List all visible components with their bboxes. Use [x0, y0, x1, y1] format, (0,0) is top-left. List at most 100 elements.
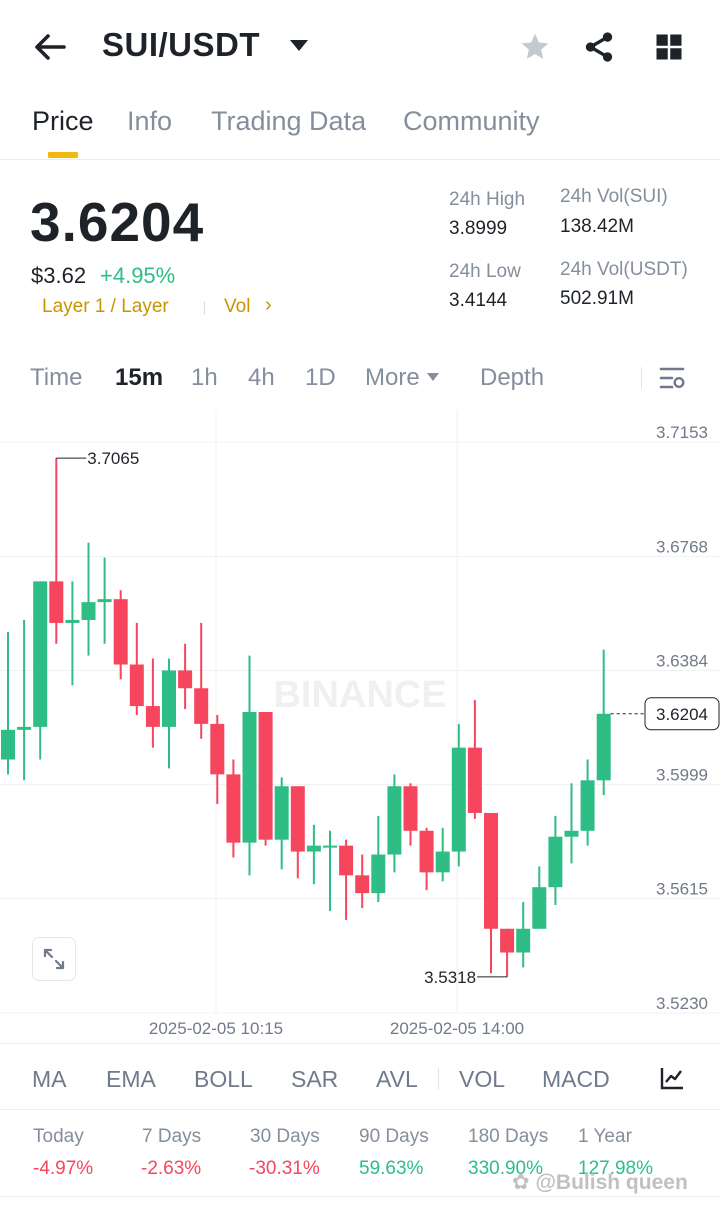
tab-trading-data[interactable]: Trading Data	[211, 106, 367, 136]
low-label: 24h Low	[449, 261, 521, 282]
tabs-divider	[0, 159, 720, 160]
usd-price: $3.62	[31, 263, 87, 288]
tab-community[interactable]: Community	[403, 106, 540, 136]
indicator-chart-icon	[660, 1068, 683, 1090]
perf-value-30d: -30.31%	[249, 1158, 320, 1179]
candle-up	[323, 845, 337, 848]
indicator-sar[interactable]: SAR	[291, 1066, 339, 1092]
x-tick-label: 2025-02-05 10:15	[149, 1019, 283, 1038]
candle-up	[435, 851, 450, 873]
arrow-left-icon	[35, 34, 66, 60]
chart-settings-button[interactable]	[656, 363, 688, 393]
perf-label-180d: 180 Days	[468, 1126, 549, 1147]
candle-up	[580, 780, 595, 831]
tag-separator	[204, 301, 205, 315]
y-tick-label: 3.7153	[656, 423, 708, 442]
expand-icon	[43, 948, 65, 970]
candle-down	[467, 747, 482, 813]
share-button[interactable]	[580, 28, 618, 66]
back-button[interactable]	[30, 28, 70, 66]
sector-tag[interactable]: Layer 1 / Layer	[42, 296, 169, 317]
candle-down	[129, 664, 144, 707]
perf-value-180d: 330.90%	[468, 1158, 544, 1179]
watermark-logo-icon: ✿	[512, 1171, 530, 1194]
perf-value-90d: 59.63%	[359, 1158, 424, 1179]
candle-up	[306, 845, 321, 852]
tf-separator	[641, 367, 642, 389]
candle-down	[178, 670, 193, 689]
indicator-ema[interactable]: EMA	[106, 1066, 156, 1092]
candle-down	[290, 786, 305, 852]
indicator-settings-button[interactable]	[656, 1062, 688, 1094]
candle-down	[145, 706, 160, 727]
candle-down	[403, 786, 418, 831]
last-price-label: 3.6204	[656, 705, 708, 724]
expand-chart-button[interactable]	[32, 937, 76, 981]
indicator-ma[interactable]: MA	[32, 1066, 67, 1092]
pair-dropdown-caret[interactable]	[290, 40, 308, 51]
favorite-button[interactable]	[516, 28, 554, 66]
grid-menu-button[interactable]	[650, 28, 688, 66]
watermark-credit: ✿ @Bulish queen	[512, 1171, 688, 1194]
tab-info[interactable]: Info	[127, 106, 173, 136]
candle-down	[258, 712, 273, 840]
high-value: 3.8999	[449, 218, 508, 239]
chart-bottom-divider	[0, 1043, 720, 1044]
low-marker-label: 3.5318	[424, 968, 476, 987]
perf-label-30d: 30 Days	[250, 1126, 320, 1147]
caret-down-icon	[427, 373, 439, 381]
y-tick-label: 3.5615	[656, 880, 708, 899]
candle-up	[274, 786, 289, 840]
chart-settings-icon	[659, 367, 685, 389]
candle-up	[97, 599, 112, 603]
indicator-vol[interactable]: VOL	[459, 1066, 506, 1092]
vol-base-label: 24h Vol(SUI)	[560, 186, 668, 207]
pair-title[interactable]: SUI/USDT	[102, 26, 261, 63]
vol-link[interactable]: Vol	[224, 296, 251, 317]
candle-down	[355, 875, 370, 894]
indicators-divider	[0, 1109, 720, 1110]
perf-value-1y: 127.98%	[578, 1158, 654, 1179]
indicator-separator	[438, 1068, 439, 1090]
perf-label-1y: 1 Year	[578, 1126, 632, 1147]
indicator-avl[interactable]: AVL	[376, 1066, 418, 1092]
candles-group	[1, 458, 611, 977]
y-tick-label: 3.5230	[656, 994, 708, 1013]
tf-time[interactable]: Time	[30, 364, 83, 391]
candle-up	[65, 619, 80, 623]
candle-up	[371, 854, 386, 894]
price-axis: 3.7153 3.6768 3.6384 3.5999 3.5615 3.5230	[656, 423, 708, 1013]
star-icon	[521, 33, 549, 59]
tf-1h[interactable]: 1h	[191, 364, 218, 391]
candle-down	[113, 599, 128, 665]
candle-up	[162, 670, 176, 727]
binance-watermark: BINANCE	[273, 674, 446, 716]
candle-up	[81, 602, 96, 620]
candle-down	[339, 845, 354, 876]
grid-icon	[656, 34, 682, 60]
tf-15m[interactable]: 15m	[115, 364, 164, 391]
candle-down	[210, 723, 225, 775]
tf-1d[interactable]: 1D	[305, 364, 336, 391]
tf-depth[interactable]: Depth	[480, 364, 545, 391]
low-value: 3.4144	[449, 290, 508, 311]
vol-base-value: 138.42M	[560, 216, 634, 237]
candle-up	[532, 887, 547, 929]
vol-quote-label: 24h Vol(USDT)	[560, 259, 688, 280]
chart-annotations: 3.7065 3.5318 3.6204	[56, 449, 720, 987]
tf-4h[interactable]: 4h	[248, 364, 275, 391]
tf-more[interactable]: More	[365, 364, 420, 391]
candle-down	[419, 830, 434, 873]
x-tick-label: 2025-02-05 14:00	[390, 1019, 524, 1038]
tab-price[interactable]: Price	[32, 106, 94, 136]
indicator-overflow-fade	[648, 1056, 720, 1104]
price-change: +4.95%	[100, 263, 176, 288]
indicator-macd[interactable]: MACD	[542, 1066, 610, 1092]
candle-up	[596, 713, 611, 781]
active-tab-indicator	[48, 152, 78, 158]
y-tick-label: 3.6768	[656, 537, 708, 556]
candle-up	[33, 581, 48, 727]
indicator-boll[interactable]: BOLL	[194, 1066, 253, 1092]
last-price-badge	[644, 697, 720, 731]
